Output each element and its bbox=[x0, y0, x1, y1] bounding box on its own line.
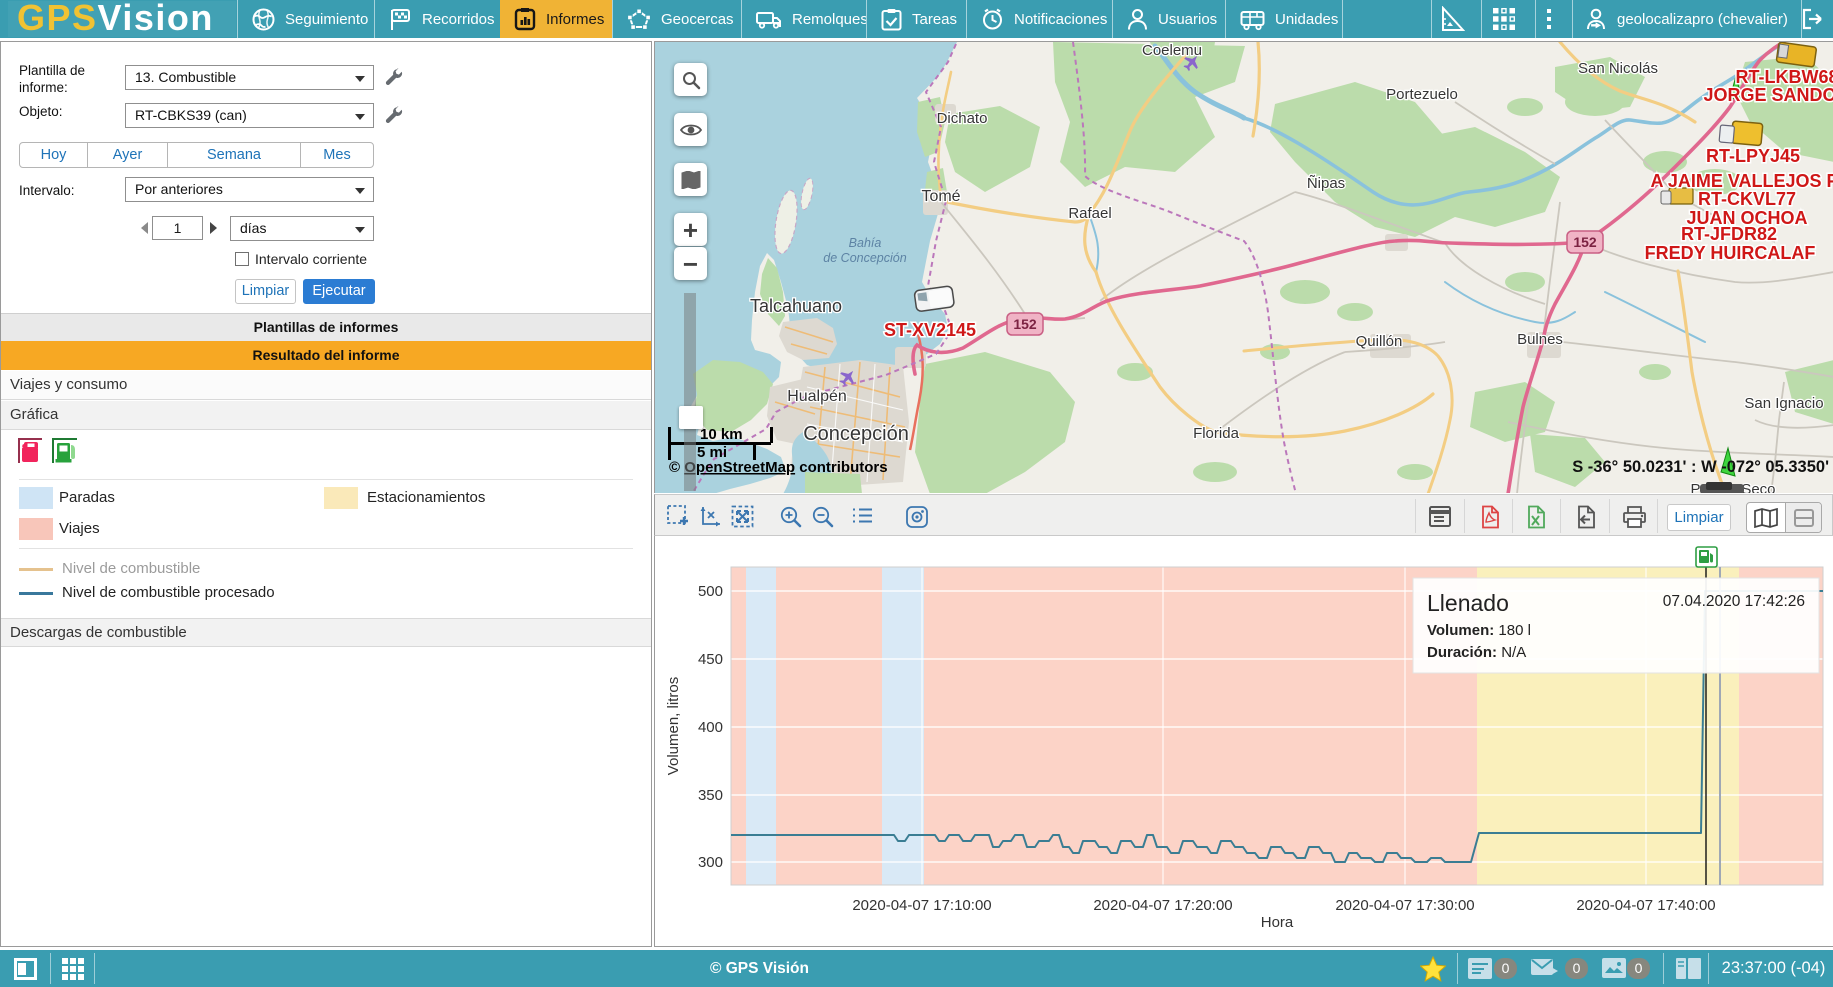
svg-text:Rafael: Rafael bbox=[1068, 205, 1111, 222]
svg-text:Llenado: Llenado bbox=[1427, 590, 1509, 616]
svg-text:Coelemu: Coelemu bbox=[1142, 42, 1202, 59]
svg-text:10 km: 10 km bbox=[700, 426, 743, 443]
svg-text:2020-04-07 17:30:00: 2020-04-07 17:30:00 bbox=[1335, 897, 1474, 914]
svg-text:Hora: Hora bbox=[1261, 914, 1294, 931]
svg-text:Volumen, litros: Volumen, litros bbox=[665, 677, 682, 775]
svg-text:Bulnes: Bulnes bbox=[1517, 331, 1563, 348]
svg-text:S -36° 50.0231' : W -072° 05.3: S -36° 50.0231' : W -072° 05.3350' bbox=[1572, 458, 1829, 476]
svg-text:Ñipas: Ñipas bbox=[1307, 175, 1345, 192]
svg-text:JORGE SANDOV: JORGE SANDOV bbox=[1703, 85, 1833, 105]
svg-text:ST-XV2145: ST-XV2145 bbox=[884, 320, 976, 340]
svg-text:Talcahuano: Talcahuano bbox=[750, 296, 842, 316]
svg-text:Bahía: Bahía bbox=[849, 236, 882, 250]
svg-text:Duración: N/A: Duración: N/A bbox=[1427, 644, 1526, 661]
svg-text:Florida: Florida bbox=[1193, 425, 1240, 442]
svg-text:2020-04-07 17:10:00: 2020-04-07 17:10:00 bbox=[852, 897, 991, 914]
svg-text:de Concepción: de Concepción bbox=[823, 251, 906, 265]
svg-text:2020-04-07 17:20:00: 2020-04-07 17:20:00 bbox=[1093, 897, 1232, 914]
svg-text:2020-04-07 17:40:00: 2020-04-07 17:40:00 bbox=[1576, 897, 1715, 914]
svg-text:Hualpén: Hualpén bbox=[787, 388, 847, 405]
svg-text:Portezuelo: Portezuelo bbox=[1386, 86, 1458, 103]
svg-text:Concepción: Concepción bbox=[803, 423, 909, 445]
svg-text:RT-JFDR82: RT-JFDR82 bbox=[1681, 224, 1777, 244]
svg-text:RT-LKBW68: RT-LKBW68 bbox=[1736, 67, 1833, 87]
svg-text:400: 400 bbox=[698, 719, 723, 736]
svg-text:Dichato: Dichato bbox=[937, 110, 988, 127]
svg-text:A JAIME VALLEJOS F: A JAIME VALLEJOS F bbox=[1650, 171, 1833, 191]
svg-text:Tomé: Tomé bbox=[921, 188, 960, 205]
svg-text:07.04.2020 17:42:26: 07.04.2020 17:42:26 bbox=[1663, 593, 1805, 610]
svg-text:5 mi: 5 mi bbox=[697, 444, 727, 461]
svg-text:Volumen: 180 l: Volumen: 180 l bbox=[1427, 622, 1531, 639]
svg-text:152: 152 bbox=[1013, 316, 1037, 332]
svg-text:San Ignacio: San Ignacio bbox=[1744, 395, 1823, 412]
svg-text:FREDY HUIRCALAF: FREDY HUIRCALAF bbox=[1645, 243, 1816, 263]
svg-text:RT-LPYJ45: RT-LPYJ45 bbox=[1706, 146, 1800, 166]
svg-text:350: 350 bbox=[698, 787, 723, 804]
svg-text:San Nicolás: San Nicolás bbox=[1578, 60, 1658, 77]
svg-text:© OpenStreetMap contributors: © OpenStreetMap contributors bbox=[669, 459, 888, 476]
svg-text:450: 450 bbox=[698, 651, 723, 668]
svg-text:300: 300 bbox=[698, 854, 723, 871]
svg-text:500: 500 bbox=[698, 583, 723, 600]
svg-text:152: 152 bbox=[1573, 234, 1597, 250]
svg-text:RT-CKVL77: RT-CKVL77 bbox=[1698, 189, 1796, 209]
svg-text:JUAN OCHOA: JUAN OCHOA bbox=[1686, 208, 1807, 228]
svg-text:Quillón: Quillón bbox=[1356, 333, 1403, 350]
